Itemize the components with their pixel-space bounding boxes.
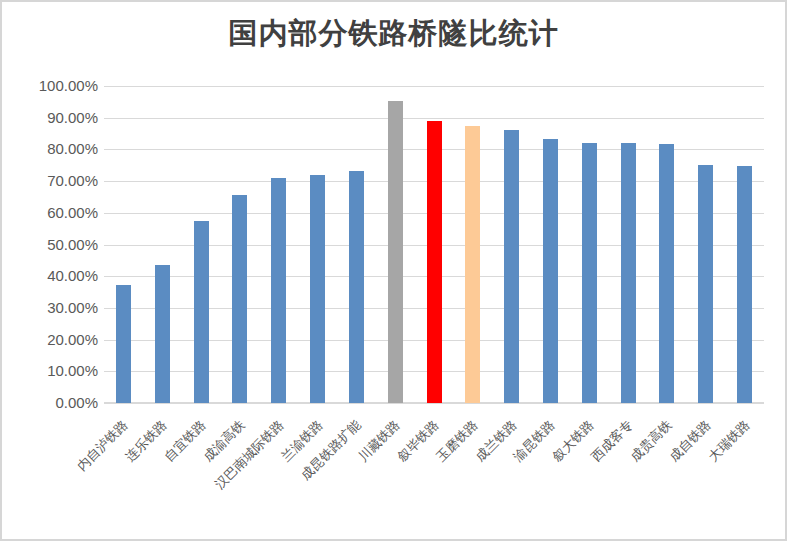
y-tick-label: 90.00% — [2, 109, 98, 127]
gridline — [104, 118, 764, 119]
plot-area — [104, 86, 764, 403]
x-category-label: 西成客专 — [588, 417, 635, 464]
y-tick-label: 60.00% — [2, 204, 98, 222]
x-category-label: 内自泸铁路 — [74, 417, 131, 474]
y-tick-label: 0.00% — [2, 394, 98, 412]
x-category-label: 叙大铁路 — [550, 417, 597, 464]
bar-叙毕铁路 — [427, 121, 442, 403]
y-tick-label: 10.00% — [2, 362, 98, 380]
bar-成贵高铁 — [659, 144, 674, 403]
x-category-label: 叙毕铁路 — [394, 417, 441, 464]
bar-叙大铁路 — [582, 143, 597, 403]
y-tick-label: 40.00% — [2, 267, 98, 285]
bar-成兰铁路 — [504, 130, 519, 403]
bar-连乐铁路 — [155, 265, 170, 403]
chart-window: 国内部分铁路桥隧比统计 100.00% 90.00% 80.00% 70.00% 60.… — [0, 0, 787, 541]
x-category-label: 汉巴南城际铁路 — [211, 417, 286, 492]
bar-自宜铁路 — [194, 221, 209, 403]
bar-大瑞铁路 — [737, 166, 752, 403]
bar-渝昆铁路 — [543, 139, 558, 403]
bar-内自泸铁路 — [116, 285, 131, 403]
y-tick-label: 50.00% — [2, 236, 98, 254]
x-category-label: 自宜铁路 — [161, 417, 208, 464]
y-tick-label: 80.00% — [2, 140, 98, 158]
bar-成昆铁路扩能 — [349, 171, 364, 403]
chart-title: 国内部分铁路桥隧比统计 — [2, 14, 785, 54]
bar-成自铁路 — [698, 165, 713, 403]
x-axis: 内自泸铁路连乐铁路自宜铁路成渝高铁汉巴南城际铁路兰渝铁路成昆铁路扩能川藏铁路叙毕… — [104, 403, 764, 541]
bar-玉磨铁路 — [465, 126, 480, 403]
x-category-label: 大瑞铁路 — [705, 417, 752, 464]
x-category-label: 成贵高铁 — [627, 417, 674, 464]
bar-兰渝铁路 — [310, 175, 325, 403]
bar-成渝高铁 — [232, 195, 247, 403]
y-tick-label: 20.00% — [2, 331, 98, 349]
y-axis: 100.00%90.00%80.00%70.00%60.00%50.00%40.… — [2, 86, 98, 403]
bar-汉巴南城际铁路 — [271, 178, 286, 403]
y-tick-label: 70.00% — [2, 172, 98, 190]
x-category-label: 渝昆铁路 — [511, 417, 558, 464]
x-category-label: 连乐铁路 — [122, 417, 169, 464]
y-tick-label: 100.00% — [2, 77, 98, 95]
x-category-label: 玉磨铁路 — [433, 417, 480, 464]
x-category-label: 成自铁路 — [666, 417, 713, 464]
bar-川藏铁路 — [388, 101, 403, 403]
x-category-label: 成兰铁路 — [472, 417, 519, 464]
gridline — [104, 86, 764, 87]
y-tick-label: 30.00% — [2, 299, 98, 317]
x-category-label: 川藏铁路 — [355, 417, 402, 464]
bar-西成客专 — [621, 143, 636, 403]
